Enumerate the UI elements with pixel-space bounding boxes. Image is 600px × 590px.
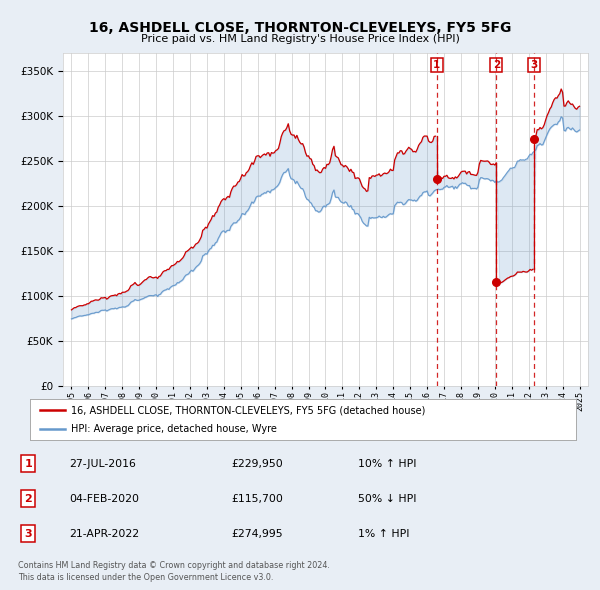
Text: Contains HM Land Registry data © Crown copyright and database right 2024.: Contains HM Land Registry data © Crown c… [18,560,330,570]
Text: £115,700: £115,700 [231,494,283,503]
Text: 3: 3 [530,60,538,70]
Text: 04-FEB-2020: 04-FEB-2020 [70,494,140,503]
Text: HPI: Average price, detached house, Wyre: HPI: Average price, detached house, Wyre [71,424,277,434]
Text: £274,995: £274,995 [231,529,283,539]
Text: 10% ↑ HPI: 10% ↑ HPI [358,458,416,468]
Text: 27-JUL-2016: 27-JUL-2016 [70,458,136,468]
Text: 3: 3 [25,529,32,539]
Text: 1% ↑ HPI: 1% ↑ HPI [358,529,409,539]
Text: 2: 2 [493,60,500,70]
Text: 1: 1 [433,60,440,70]
Text: This data is licensed under the Open Government Licence v3.0.: This data is licensed under the Open Gov… [18,572,274,582]
Text: 2: 2 [24,494,32,503]
Text: 16, ASHDELL CLOSE, THORNTON-CLEVELEYS, FY5 5FG: 16, ASHDELL CLOSE, THORNTON-CLEVELEYS, F… [89,21,511,35]
Text: 16, ASHDELL CLOSE, THORNTON-CLEVELEYS, FY5 5FG (detached house): 16, ASHDELL CLOSE, THORNTON-CLEVELEYS, F… [71,405,425,415]
Text: 21-APR-2022: 21-APR-2022 [70,529,140,539]
Text: 50% ↓ HPI: 50% ↓ HPI [358,494,416,503]
Text: 1: 1 [24,458,32,468]
Text: Price paid vs. HM Land Registry's House Price Index (HPI): Price paid vs. HM Land Registry's House … [140,34,460,44]
Text: £229,950: £229,950 [231,458,283,468]
